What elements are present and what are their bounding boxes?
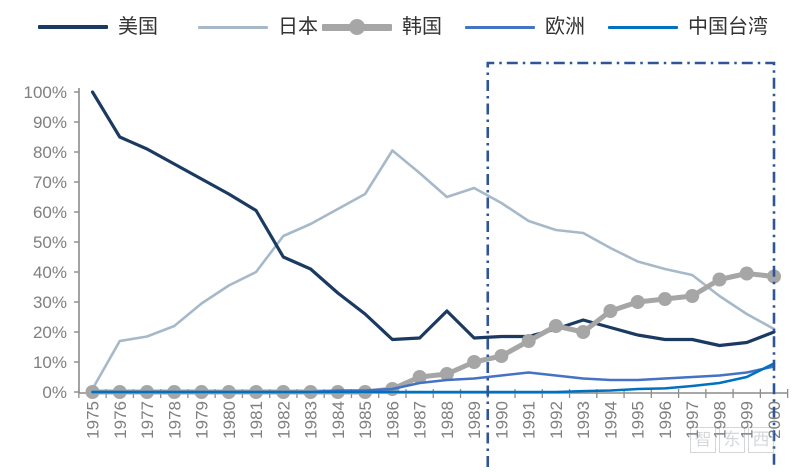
annotation-dashed-box <box>486 61 776 467</box>
data-point-korea <box>739 266 754 281</box>
y-tick-label: 80% <box>33 143 67 162</box>
series-line-korea <box>90 271 777 395</box>
data-point-korea <box>548 319 563 333</box>
legend-label-usa: 美国 <box>118 16 158 38</box>
legend-line-taiwan-icon <box>608 25 678 29</box>
data-point-korea <box>576 325 591 339</box>
x-tick-label: 1975 <box>84 401 103 439</box>
data-point-korea <box>603 304 618 318</box>
x-tick-label: 1978 <box>165 401 184 439</box>
legend-line-usa-icon <box>38 25 108 29</box>
x-tick-label: 1998 <box>710 401 729 439</box>
y-tick-label: 20% <box>33 323 67 342</box>
y-tick-label: 90% <box>33 113 67 132</box>
x-tick-label: 1986 <box>383 401 402 439</box>
chart-legend: 美国 日本 韩国 欧洲 中国台湾 <box>0 0 800 52</box>
y-tick-label: 30% <box>33 293 67 312</box>
series-line-usa <box>90 90 776 348</box>
x-tick-label: 1982 <box>274 401 293 439</box>
x-tick-label: 1977 <box>138 401 157 439</box>
x-tick-label: 1999 <box>738 401 757 439</box>
x-tick-label: 1976 <box>111 401 130 439</box>
y-tick-label: 100% <box>24 83 67 102</box>
x-tick-label: 1988 <box>438 401 457 439</box>
legend-item-usa: 美国 <box>38 14 158 40</box>
data-point-korea <box>712 272 727 287</box>
y-tick-label: 60% <box>33 203 67 222</box>
legend-item-korea: 韩国 <box>322 14 442 40</box>
data-point-korea <box>439 367 454 381</box>
x-tick-label: 1996 <box>656 401 675 439</box>
data-point-korea <box>657 292 672 306</box>
x-tick-label: 1989 <box>465 401 484 439</box>
legend-label-japan: 日本 <box>278 16 318 38</box>
x-tick-label: 1979 <box>193 401 212 439</box>
legend-label-taiwan: 中国台湾 <box>688 16 768 38</box>
legend-line-japan-icon <box>198 25 268 29</box>
watermark-char: 西 <box>748 427 774 453</box>
watermark-char: 东 <box>719 427 745 453</box>
x-tick-label: 1981 <box>247 401 266 439</box>
series-line-japan <box>91 149 776 391</box>
x-tick-label: 1992 <box>547 401 566 439</box>
legend-marker-korea-icon <box>349 19 365 35</box>
x-tick-label: 1993 <box>574 401 593 439</box>
x-tick-label: 1987 <box>411 401 430 439</box>
watermark: 智 东 西 <box>690 427 774 453</box>
data-point-korea <box>494 349 509 363</box>
x-tick-label: 1991 <box>520 401 539 439</box>
y-tick-label: 70% <box>33 173 67 192</box>
x-tick-label: 1983 <box>302 401 321 439</box>
watermark-char: 智 <box>690 427 716 453</box>
x-tick-label: 1990 <box>492 401 511 439</box>
legend-line-europe-icon <box>465 25 535 29</box>
legend-item-japan: 日本 <box>198 14 318 40</box>
x-tick-label: 1995 <box>629 401 648 439</box>
data-point-korea <box>630 295 645 309</box>
x-tick-label: 1984 <box>329 401 348 439</box>
series-markers-korea <box>85 266 781 399</box>
x-tick-label: 1994 <box>601 401 620 439</box>
y-tick-label: 10% <box>33 353 67 372</box>
legend-line-korea-icon <box>322 19 392 35</box>
y-tick-label: 50% <box>33 233 67 252</box>
y-tick-label: 0% <box>42 383 67 402</box>
data-point-korea <box>685 289 700 303</box>
data-point-korea <box>467 355 482 369</box>
x-tick-label: 1980 <box>220 401 239 439</box>
legend-label-korea: 韩国 <box>402 16 442 38</box>
x-tick-label: 1997 <box>683 401 702 439</box>
data-point-korea <box>521 334 536 348</box>
x-tick-label: 1985 <box>356 401 375 439</box>
y-tick-label: 40% <box>33 263 67 282</box>
legend-item-taiwan: 中国台湾 <box>608 14 768 40</box>
x-tick-label: 2000 <box>765 401 784 439</box>
legend-label-europe: 欧洲 <box>545 16 585 38</box>
series-line-taiwan <box>91 362 776 394</box>
data-point-korea <box>412 370 427 384</box>
legend-item-europe: 欧洲 <box>465 14 585 40</box>
